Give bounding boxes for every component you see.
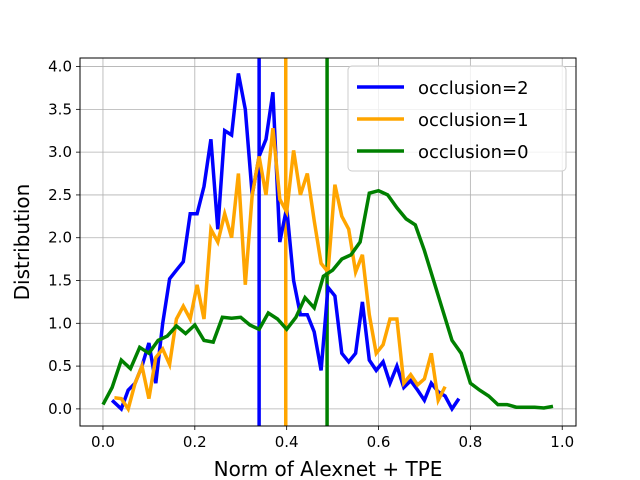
x-tick-label: 0.6 [367, 433, 391, 451]
legend-label-1: occlusion=1 [418, 110, 529, 131]
legend-box [347, 65, 567, 172]
y-tick-label: 3.5 [48, 100, 72, 118]
x-axis-label: Norm of Alexnet + TPE [214, 457, 443, 480]
y-tick-label: 2.0 [48, 229, 72, 247]
legend: occlusion=2 occlusion=1 occlusion=0 [347, 65, 567, 172]
series-lines [101, 73, 554, 414]
legend-label-2: occlusion=0 [418, 142, 529, 163]
plot-frame [79, 57, 577, 427]
y-tick-label: 2.5 [48, 186, 72, 204]
x-axis-ticks: 0.0 0.2 0.4 0.6 0.8 1.0 [91, 426, 574, 451]
x-tick-label: 0.0 [91, 433, 115, 451]
y-axis-ticks: 0.0 0.5 1.0 1.5 2.0 2.5 3.0 3.5 4.0 [48, 58, 80, 418]
series-line-1 [114, 128, 447, 414]
y-tick-label: 0.5 [48, 357, 72, 375]
y-axis-label: Distribution [10, 184, 34, 301]
vertical-lines [257, 58, 329, 426]
y-tick-label: 4.0 [48, 58, 72, 76]
y-tick-label: 1.0 [48, 314, 72, 332]
y-tick-label: 1.5 [48, 272, 72, 290]
legend-label-0: occlusion=2 [418, 78, 529, 99]
x-tick-label: 1.0 [550, 433, 574, 451]
x-tick-label: 0.8 [458, 433, 482, 451]
y-tick-label: 0.0 [48, 400, 72, 418]
y-tick-label: 3.0 [48, 143, 72, 161]
series-line-2 [101, 188, 554, 410]
x-tick-label: 0.2 [183, 433, 207, 451]
x-tick-label: 0.4 [275, 433, 299, 451]
